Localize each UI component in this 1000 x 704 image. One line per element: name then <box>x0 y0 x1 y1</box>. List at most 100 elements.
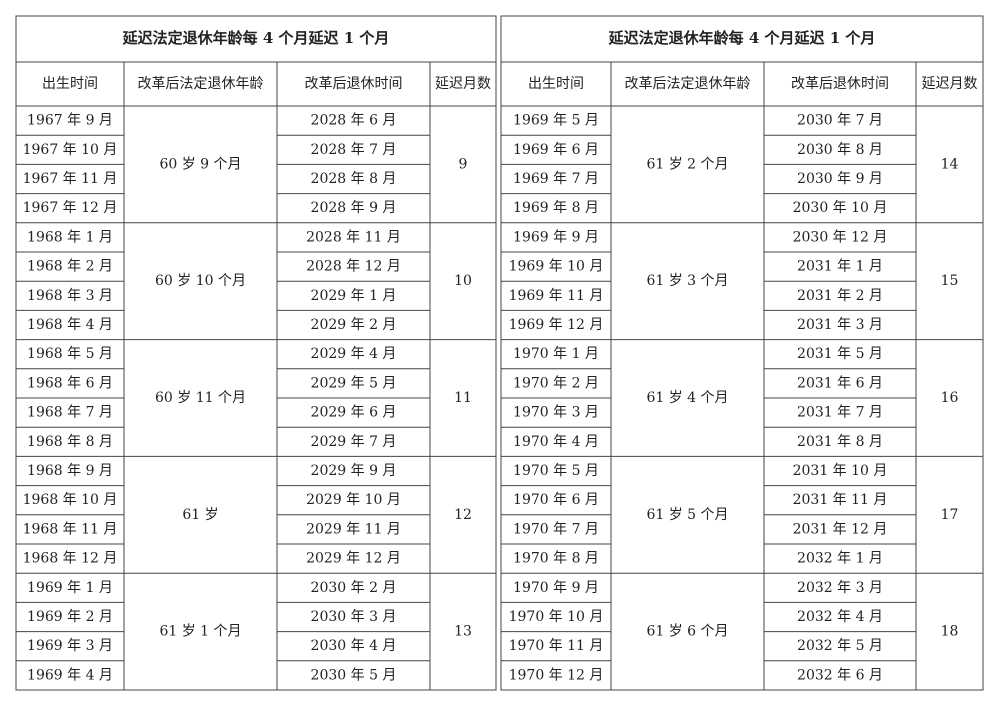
table-title: 延迟法定退休年龄每 4 个月延迟 1 个月 <box>122 29 390 47</box>
delay-cell: 9 <box>459 156 468 172</box>
column-header: 改革后法定退休年龄 <box>625 76 751 92</box>
retire-cell: 2029 年 7 月 <box>311 434 397 450</box>
birth-cell: 1970 年 4 月 <box>513 434 599 450</box>
birth-cell: 1970 年 7 月 <box>513 521 599 537</box>
retire-cell: 2030 年 5 月 <box>311 667 397 683</box>
age-cell: 61 岁 2 个月 <box>646 156 728 172</box>
birth-cell: 1970 年 6 月 <box>513 492 599 508</box>
retire-cell: 2031 年 8 月 <box>797 434 883 450</box>
retire-cell: 2029 年 6 月 <box>311 405 397 421</box>
birth-cell: 1970 年 5 月 <box>513 463 599 479</box>
retire-cell: 2029 年 4 月 <box>311 346 397 362</box>
retire-cell: 2031 年 1 月 <box>797 259 883 275</box>
birth-cell: 1969 年 2 月 <box>27 609 113 625</box>
delay-cell: 16 <box>941 390 959 406</box>
retire-cell: 2032 年 5 月 <box>797 638 883 654</box>
retire-cell: 2031 年 7 月 <box>797 405 883 421</box>
birth-cell: 1970 年 2 月 <box>513 375 599 391</box>
table-title: 延迟法定退休年龄每 4 个月延迟 1 个月 <box>608 29 876 47</box>
birth-cell: 1968 年 4 月 <box>27 317 113 333</box>
birth-cell: 1967 年 10 月 <box>23 142 118 158</box>
delay-cell: 12 <box>454 507 472 523</box>
retire-cell: 2031 年 3 月 <box>797 317 883 333</box>
birth-cell: 1969 年 5 月 <box>513 113 599 129</box>
age-cell: 61 岁 6 个月 <box>646 624 728 640</box>
retire-cell: 2028 年 8 月 <box>311 171 397 187</box>
birth-cell: 1969 年 8 月 <box>513 200 599 216</box>
column-header: 改革后法定退休年龄 <box>138 76 264 92</box>
age-cell: 60 岁 11 个月 <box>155 390 246 406</box>
delay-cell: 18 <box>941 624 959 640</box>
retire-cell: 2030 年 2 月 <box>311 580 397 596</box>
birth-cell: 1970 年 11 月 <box>509 638 604 654</box>
birth-cell: 1968 年 10 月 <box>23 492 118 508</box>
birth-cell: 1969 年 10 月 <box>509 259 604 275</box>
delay-cell: 17 <box>941 507 959 523</box>
retire-cell: 2030 年 7 月 <box>797 113 883 129</box>
delay-cell: 15 <box>941 273 959 289</box>
retire-cell: 2032 年 4 月 <box>797 609 883 625</box>
retire-cell: 2028 年 11 月 <box>306 229 401 245</box>
birth-cell: 1969 年 3 月 <box>27 638 113 654</box>
retire-cell: 2031 年 10 月 <box>793 463 888 479</box>
birth-cell: 1968 年 11 月 <box>23 521 118 537</box>
retire-cell: 2028 年 6 月 <box>311 113 397 129</box>
retire-cell: 2029 年 9 月 <box>311 463 397 479</box>
birth-cell: 1968 年 5 月 <box>27 346 113 362</box>
birth-cell: 1970 年 9 月 <box>513 580 599 596</box>
birth-cell: 1968 年 2 月 <box>27 259 113 275</box>
birth-cell: 1969 年 11 月 <box>509 288 604 304</box>
birth-cell: 1969 年 12 月 <box>509 317 604 333</box>
birth-cell: 1970 年 1 月 <box>513 346 599 362</box>
delay-cell: 11 <box>454 390 472 406</box>
column-header: 改革后退休时间 <box>791 76 889 92</box>
age-cell: 61 岁 3 个月 <box>646 273 728 289</box>
retire-cell: 2032 年 1 月 <box>797 551 883 567</box>
retire-cell: 2031 年 6 月 <box>797 375 883 391</box>
age-cell: 61 岁 1 个月 <box>159 624 241 640</box>
birth-cell: 1970 年 8 月 <box>513 551 599 567</box>
birth-cell: 1968 年 1 月 <box>27 229 113 245</box>
retire-cell: 2028 年 7 月 <box>311 142 397 158</box>
age-cell: 61 岁 <box>182 507 218 523</box>
retire-cell: 2030 年 4 月 <box>311 638 397 654</box>
retire-cell: 2028 年 9 月 <box>311 200 397 216</box>
delay-cell: 10 <box>454 273 472 289</box>
birth-cell: 1967 年 9 月 <box>27 113 113 129</box>
birth-cell: 1968 年 12 月 <box>23 551 118 567</box>
birth-cell: 1969 年 1 月 <box>27 580 113 596</box>
retire-cell: 2030 年 8 月 <box>797 142 883 158</box>
birth-cell: 1970 年 10 月 <box>509 609 604 625</box>
birth-cell: 1970 年 3 月 <box>513 405 599 421</box>
birth-cell: 1968 年 6 月 <box>27 375 113 391</box>
retire-cell: 2032 年 3 月 <box>797 580 883 596</box>
age-cell: 61 岁 5 个月 <box>646 507 728 523</box>
retire-cell: 2032 年 6 月 <box>797 667 883 683</box>
birth-cell: 1969 年 7 月 <box>513 171 599 187</box>
retire-cell: 2030 年 12 月 <box>793 229 888 245</box>
retire-cell: 2031 年 12 月 <box>793 521 888 537</box>
retire-cell: 2030 年 9 月 <box>797 171 883 187</box>
birth-cell: 1969 年 9 月 <box>513 229 599 245</box>
retire-cell: 2029 年 11 月 <box>306 521 401 537</box>
retire-cell: 2030 年 10 月 <box>793 200 888 216</box>
birth-cell: 1968 年 7 月 <box>27 405 113 421</box>
column-header: 延迟月数 <box>922 76 978 92</box>
age-cell: 60 岁 10 个月 <box>155 273 246 289</box>
birth-cell: 1970 年 12 月 <box>509 667 604 683</box>
age-cell: 60 岁 9 个月 <box>159 156 241 172</box>
retire-cell: 2029 年 10 月 <box>306 492 401 508</box>
retire-cell: 2031 年 2 月 <box>797 288 883 304</box>
table-border <box>500 15 984 691</box>
retire-cell: 2029 年 1 月 <box>311 288 397 304</box>
birth-cell: 1968 年 3 月 <box>27 288 113 304</box>
column-header: 出生时间 <box>528 76 584 92</box>
delay-cell: 14 <box>941 156 959 172</box>
column-header: 改革后退休时间 <box>305 76 403 92</box>
retire-cell: 2029 年 2 月 <box>311 317 397 333</box>
retire-cell: 2031 年 11 月 <box>793 492 888 508</box>
birth-cell: 1967 年 11 月 <box>23 171 118 187</box>
birth-cell: 1967 年 12 月 <box>23 200 118 216</box>
table-border <box>15 15 497 691</box>
